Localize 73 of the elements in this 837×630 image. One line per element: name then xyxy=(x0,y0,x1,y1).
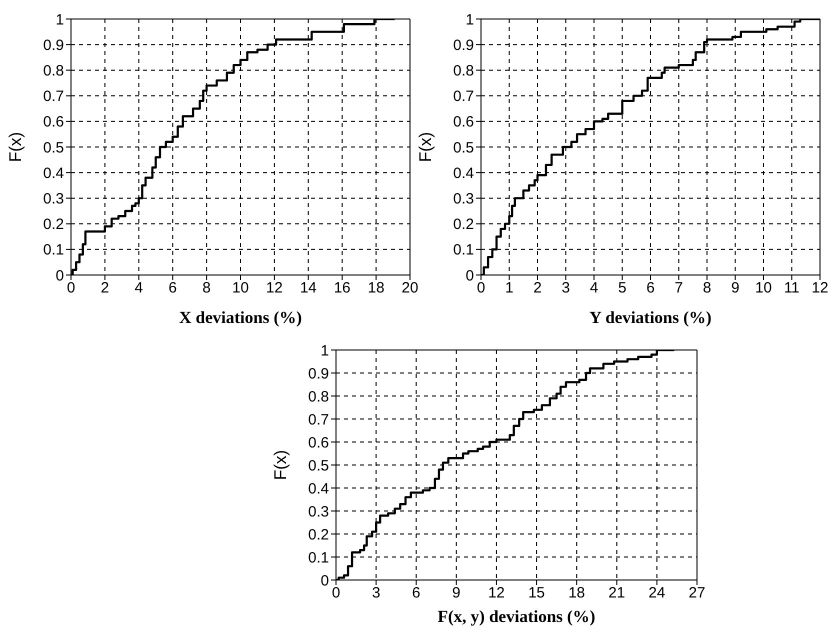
x-tick-label: 8 xyxy=(202,280,211,297)
x-tick-label: 0 xyxy=(332,584,340,602)
y-tick-label: 0.8 xyxy=(308,388,329,406)
x-tick-label: 18 xyxy=(568,584,586,602)
x-tick-label: 10 xyxy=(232,280,249,297)
y-axis-title: F(x) xyxy=(6,132,26,162)
y-tick-label: 0.2 xyxy=(43,216,64,234)
x-tick-label: 7 xyxy=(674,280,683,297)
x-tick-label: 24 xyxy=(648,584,666,602)
x-tick-label: 8 xyxy=(702,280,712,297)
x-tick-label: 6 xyxy=(412,584,420,602)
y-tick-label: 0.7 xyxy=(43,88,64,106)
x-tick-label: 16 xyxy=(334,280,351,297)
y-tick-label: 0.1 xyxy=(308,549,329,566)
y-tick-label: 1 xyxy=(466,11,474,28)
x-tick-label: 12 xyxy=(266,280,283,297)
y-tick-label: 0.8 xyxy=(43,62,64,80)
y-axis-title: F(x) xyxy=(271,450,290,480)
y-tick-label: 0.4 xyxy=(453,164,474,182)
x-tick-label: 12 xyxy=(812,280,828,297)
y-tick-label: 0.4 xyxy=(308,480,329,498)
x-tick-label: 1 xyxy=(505,280,514,297)
x-tick-label: 20 xyxy=(402,280,418,297)
x-axis-title: X deviations (%) xyxy=(179,308,302,327)
y-tick-label: 0 xyxy=(56,267,64,284)
y-tick-label: 0.2 xyxy=(453,216,474,234)
x-tick-label: 14 xyxy=(300,280,317,297)
y-tick-label: 1 xyxy=(320,342,329,360)
y-tick-label: 1 xyxy=(56,11,64,28)
y-tick-label: 0.6 xyxy=(308,434,329,452)
y-tick-label: 0.6 xyxy=(43,114,64,131)
y-tick-label: 0.9 xyxy=(43,36,64,54)
y-tick-label: 0.7 xyxy=(308,411,329,428)
x-tick-label: 6 xyxy=(168,280,177,297)
x-tick-label: 4 xyxy=(590,280,598,297)
x-tick-label: 2 xyxy=(533,280,542,297)
x-tick-label: 6 xyxy=(646,280,655,297)
y-tick-label: 0.5 xyxy=(453,139,474,156)
x-tick-label: 15 xyxy=(528,584,545,602)
x-tick-label: 11 xyxy=(784,280,800,297)
y-tick-label: 0.2 xyxy=(308,526,329,544)
y-tick-label: 0.1 xyxy=(453,242,474,259)
x-tick-label: 9 xyxy=(452,584,461,602)
x-tick-label: 9 xyxy=(731,280,740,297)
y-tick-label: 0.3 xyxy=(453,190,474,208)
y-tick-label: 0.6 xyxy=(453,114,474,131)
x-tick-label: 12 xyxy=(488,584,505,602)
x-tick-label: 0 xyxy=(476,280,486,297)
x-axis-title: Y deviations (%) xyxy=(589,308,712,327)
y-tick-label: 0.8 xyxy=(453,62,474,80)
x-tick-label: 3 xyxy=(562,280,570,297)
x-tick-label: 5 xyxy=(618,280,626,297)
y-tick-label: 0.5 xyxy=(43,139,64,156)
y-axis-title: F(x) xyxy=(416,132,436,162)
y-tick-label: 0.3 xyxy=(308,503,329,520)
x-tick-label: 21 xyxy=(608,584,626,602)
y-tick-label: 0.5 xyxy=(308,457,329,474)
y-tick-label: 0.9 xyxy=(308,365,329,382)
x-tick-label: 4 xyxy=(134,280,143,297)
y-tick-label: 0.3 xyxy=(43,190,64,208)
x-tick-label: 3 xyxy=(372,584,380,602)
x-tick-label: 27 xyxy=(688,584,706,602)
x-tick-label: 10 xyxy=(755,280,772,297)
x-tick-label: 0 xyxy=(66,280,76,297)
x-axis-title: F(x, y) deviations (%) xyxy=(438,607,596,626)
y-tick-label: 0.9 xyxy=(453,36,474,54)
x-tick-label: 18 xyxy=(368,280,384,297)
y-tick-label: 0 xyxy=(466,267,474,284)
x-tick-label: 2 xyxy=(100,280,110,297)
y-tick-label: 0.4 xyxy=(43,164,64,182)
y-tick-label: 0.1 xyxy=(43,242,64,259)
y-tick-label: 0 xyxy=(320,572,329,590)
y-tick-label: 0.7 xyxy=(453,88,474,106)
